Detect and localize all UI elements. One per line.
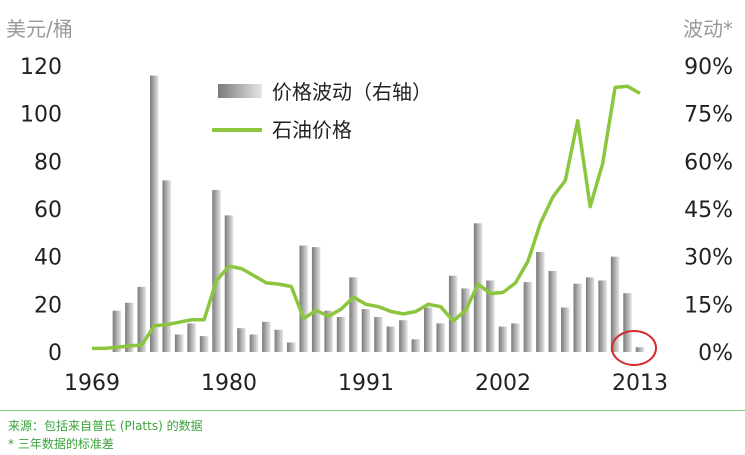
volatility-bar — [411, 339, 421, 352]
volatility-bar — [249, 334, 259, 352]
right-tick-label: 30% — [684, 246, 733, 271]
volatility-bar — [635, 347, 645, 352]
volatility-bar — [498, 326, 508, 352]
volatility-bar — [486, 280, 495, 352]
x-tick-label: 2013 — [612, 371, 668, 396]
volatility-bar — [573, 283, 582, 352]
volatility-bar — [374, 317, 383, 352]
right-tick-label: 90% — [684, 55, 733, 80]
volatility-bar — [448, 275, 458, 352]
footer-divider — [0, 410, 745, 411]
source-note: 来源：包括来自普氏 (Platts) 的数据 — [8, 419, 203, 433]
volatility-bar — [386, 326, 396, 352]
volatility-bar — [262, 321, 271, 352]
left-tick-label: 0 — [48, 341, 62, 366]
volatility-bar — [224, 215, 234, 352]
left-tick-label: 100 — [20, 103, 62, 128]
volatility-bar — [137, 286, 147, 352]
oil-price-volatility-chart: 美元/桶 波动* 0 20 40 60 80 100 120 0% 15% 30% 45% 60% 7… — [6, 17, 733, 396]
right-tick-label: 0% — [698, 341, 733, 366]
volatility-bar — [461, 288, 470, 352]
volatility-bar — [349, 277, 358, 352]
x-tick-label: 1969 — [64, 371, 120, 396]
left-tick-label: 80 — [34, 150, 62, 175]
volatility-bar — [436, 323, 445, 352]
volatility-bar — [150, 75, 159, 353]
left-axis-unit-label: 美元/桶 — [6, 17, 73, 41]
volatility-bar — [511, 323, 520, 352]
volatility-bar — [536, 251, 545, 352]
volatility-bar — [311, 247, 321, 352]
volatility-bar — [623, 293, 632, 352]
right-tick-label: 45% — [684, 198, 733, 223]
volatility-bar — [287, 342, 296, 352]
legend-line-label: 石油价格 — [272, 118, 352, 142]
volatility-bar — [187, 323, 196, 352]
oil-price-series-line — [92, 84, 641, 351]
right-tick-label: 75% — [684, 103, 733, 128]
volatility-bar — [174, 334, 184, 352]
volatility-bar — [112, 310, 122, 352]
volatility-bar — [585, 277, 595, 352]
left-tick-label: 60 — [34, 198, 62, 223]
volatility-bar — [212, 189, 221, 352]
volatility-bar — [361, 309, 371, 352]
volatility-bar — [610, 256, 620, 352]
left-tick-label: 20 — [34, 293, 62, 318]
volatility-bar — [125, 302, 134, 352]
volatility-bar — [237, 328, 246, 352]
volatility-bar — [548, 270, 558, 352]
volatility-bar — [399, 320, 408, 352]
legend-bar-swatch — [218, 84, 262, 98]
x-tick-label: 1991 — [338, 371, 394, 396]
volatility-bar — [274, 329, 284, 352]
volatility-bar — [324, 310, 333, 352]
x-tick-label: 1980 — [201, 371, 257, 396]
right-tick-label: 15% — [684, 293, 733, 318]
left-tick-label: 120 — [20, 55, 62, 80]
volatility-bar — [162, 180, 171, 352]
x-axis-ticks: 1969 1980 1991 2002 2013 — [64, 371, 668, 396]
x-tick-label: 2002 — [475, 371, 531, 396]
right-tick-label: 60% — [684, 150, 733, 175]
volatility-bar — [424, 307, 433, 352]
oil-price-line — [92, 84, 641, 351]
left-axis-ticks: 0 20 40 60 80 100 120 — [20, 55, 62, 366]
volatility-bar — [199, 336, 209, 352]
legend-bar-label: 价格波动（右轴） — [272, 80, 432, 104]
highlight-circle — [611, 330, 657, 366]
legend: 价格波动（右轴） 石油价格 — [212, 80, 432, 142]
right-axis-ticks: 0% 15% 30% 45% 60% 75% 90% — [684, 55, 733, 366]
volatility-bars — [112, 75, 645, 353]
volatility-bar — [598, 280, 607, 352]
volatility-bar — [523, 282, 533, 352]
volatility-bar — [561, 307, 570, 352]
volatility-bar — [336, 317, 346, 352]
right-axis-unit-label: 波动* — [683, 17, 733, 41]
volatility-bar — [299, 245, 308, 352]
left-tick-label: 40 — [34, 246, 62, 271]
footnote: * 三年数据的标准差 — [8, 437, 114, 451]
